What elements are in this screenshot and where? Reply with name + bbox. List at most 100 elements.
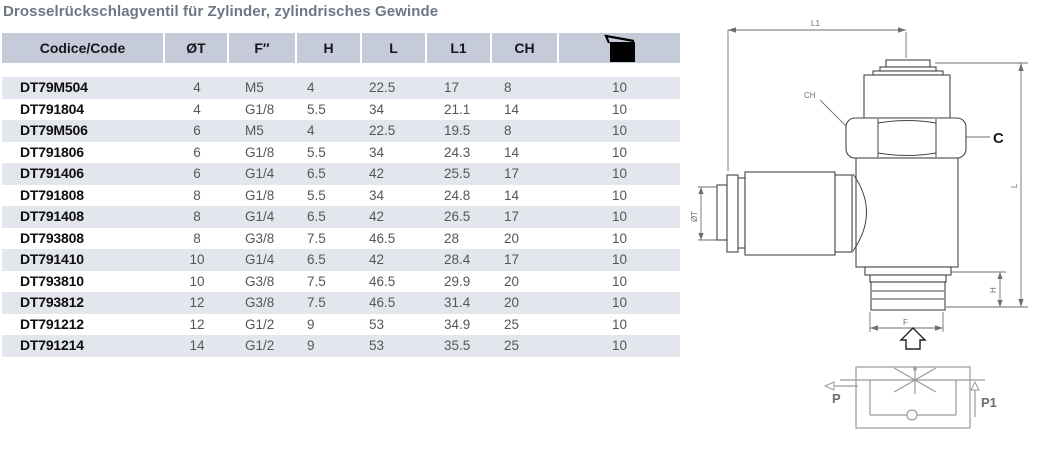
- value-cell: 35.5: [444, 338, 471, 353]
- value-cell: 12: [189, 316, 205, 332]
- table-row: DT79M504 4 M5 4 22.5 17 8 10: [2, 77, 680, 99]
- dimensions-table: Codice/Code ØT F″ H L L1 CH DT79M504 4 M5 4…: [2, 33, 680, 357]
- flow-direction-arrow: [899, 327, 927, 350]
- value-cell: 26.5: [444, 209, 471, 224]
- value-cell: 21.1: [444, 101, 471, 117]
- table-row: DT791808 8 G1/8 5.5 34 24.8 14 10: [2, 185, 680, 207]
- value-cell: 19.5: [444, 123, 471, 138]
- value-cell: 5.5: [307, 101, 326, 117]
- code-cell: DT791808: [20, 186, 84, 203]
- dim-label-c: C: [993, 130, 1004, 147]
- value-cell: G1/4: [245, 252, 275, 267]
- dim-label-h: H: [989, 287, 998, 293]
- value-cell: G1/8: [245, 187, 275, 203]
- dimension-lines: L1 L ØT H F: [690, 19, 1028, 332]
- value-cell: 25: [504, 338, 520, 353]
- value-cell: 46.5: [369, 295, 396, 310]
- column-header-f: F″: [229, 33, 297, 63]
- value-cell: 12: [189, 295, 205, 310]
- value-cell: 34: [369, 101, 385, 117]
- value-cell: 6.5: [307, 166, 326, 181]
- value-cell: 10: [611, 187, 628, 203]
- column-header-h: H: [297, 33, 362, 63]
- column-header-code: Codice/Code: [2, 33, 165, 63]
- value-cell: 34: [369, 187, 385, 203]
- value-cell: 42: [369, 252, 385, 267]
- value-cell: G1/2: [245, 316, 275, 332]
- value-cell: 14: [504, 101, 520, 117]
- value-cell: 28.4: [444, 252, 471, 267]
- value-cell: 53: [369, 316, 385, 332]
- value-cell: 20: [504, 273, 520, 289]
- table-row: DT791806 6 G1/8 5.5 34 24.3 14 10: [2, 142, 680, 164]
- value-cell: 5.5: [307, 144, 326, 160]
- port-label-p1: P1: [981, 395, 997, 410]
- value-cell: 22.5: [369, 80, 396, 95]
- value-cell: 7.5: [307, 230, 326, 246]
- value-cell: 8: [193, 230, 201, 246]
- value-cell: 10: [611, 144, 628, 160]
- value-cell: 10: [611, 316, 628, 332]
- value-cell: 20: [504, 295, 520, 310]
- value-cell: 24.8: [444, 187, 471, 203]
- value-cell: 10: [611, 101, 628, 117]
- table-header-row: Codice/Code ØT F″ H L L1 CH: [2, 33, 680, 63]
- code-cell: DT791408: [20, 208, 84, 224]
- value-cell: G1/4: [245, 166, 275, 181]
- flow-control-schematic: P P1: [823, 366, 997, 429]
- value-cell: 20: [504, 230, 520, 246]
- value-cell: 6: [193, 166, 201, 181]
- value-cell: 8: [504, 80, 512, 95]
- value-cell: 4: [307, 123, 315, 138]
- value-cell: 8: [193, 209, 201, 224]
- value-cell: 25: [504, 316, 520, 332]
- code-cell: DT79M506: [20, 122, 88, 138]
- table-row: DT793808 8 G3/8 7.5 46.5 28 20 10: [2, 228, 680, 250]
- value-cell: 10: [611, 295, 628, 310]
- column-header-l: L: [362, 33, 427, 63]
- dim-label-ot: ØT: [690, 211, 699, 222]
- package-icon: [603, 34, 635, 62]
- value-cell: 4: [193, 101, 201, 117]
- table-body: DT79M504 4 M5 4 22.5 17 8 10 DT791804 4 G1/8 5.5 34 2…: [2, 77, 680, 357]
- value-cell: 34: [369, 144, 385, 160]
- value-cell: 6.5: [307, 252, 326, 267]
- value-cell: 46.5: [369, 230, 396, 246]
- value-cell: G1/8: [245, 101, 275, 117]
- value-cell: 42: [369, 209, 385, 224]
- value-cell: 17: [444, 80, 460, 95]
- table-row: DT791212 12 G1/2 9 53 34.9 25 10: [2, 314, 680, 336]
- valve-body: [716, 59, 967, 350]
- technical-drawing: L1 L ØT H F: [690, 19, 1028, 429]
- value-cell: 28: [444, 230, 460, 246]
- column-header-package: [559, 33, 680, 63]
- code-cell: DT79M504: [20, 79, 88, 95]
- value-cell: 10: [189, 252, 205, 267]
- code-cell: DT793812: [20, 294, 84, 310]
- value-cell: 46.5: [369, 273, 396, 289]
- value-cell: 7.5: [307, 295, 326, 310]
- code-cell: DT791406: [20, 165, 84, 181]
- value-cell: 4: [193, 80, 201, 95]
- value-cell: M5: [245, 123, 264, 138]
- value-cell: 6: [193, 144, 201, 160]
- value-cell: G3/8: [245, 295, 275, 310]
- dim-label-f: F: [903, 318, 908, 327]
- value-cell: G3/8: [245, 230, 275, 246]
- value-cell: 10: [611, 209, 628, 224]
- value-cell: 34.9: [444, 316, 471, 332]
- value-cell: G1/8: [245, 144, 275, 160]
- value-cell: 8: [193, 187, 201, 203]
- code-cell: DT791212: [20, 315, 84, 332]
- value-cell: 24.3: [444, 144, 471, 160]
- code-cell: DT791410: [20, 251, 84, 267]
- value-cell: 14: [189, 338, 205, 353]
- value-cell: M5: [245, 80, 264, 95]
- value-cell: 6: [193, 123, 201, 138]
- value-cell: 9: [307, 316, 315, 332]
- value-cell: 9: [307, 338, 315, 353]
- value-cell: 6.5: [307, 209, 326, 224]
- code-cell: DT793808: [20, 229, 84, 246]
- code-cell: DT793810: [20, 272, 84, 289]
